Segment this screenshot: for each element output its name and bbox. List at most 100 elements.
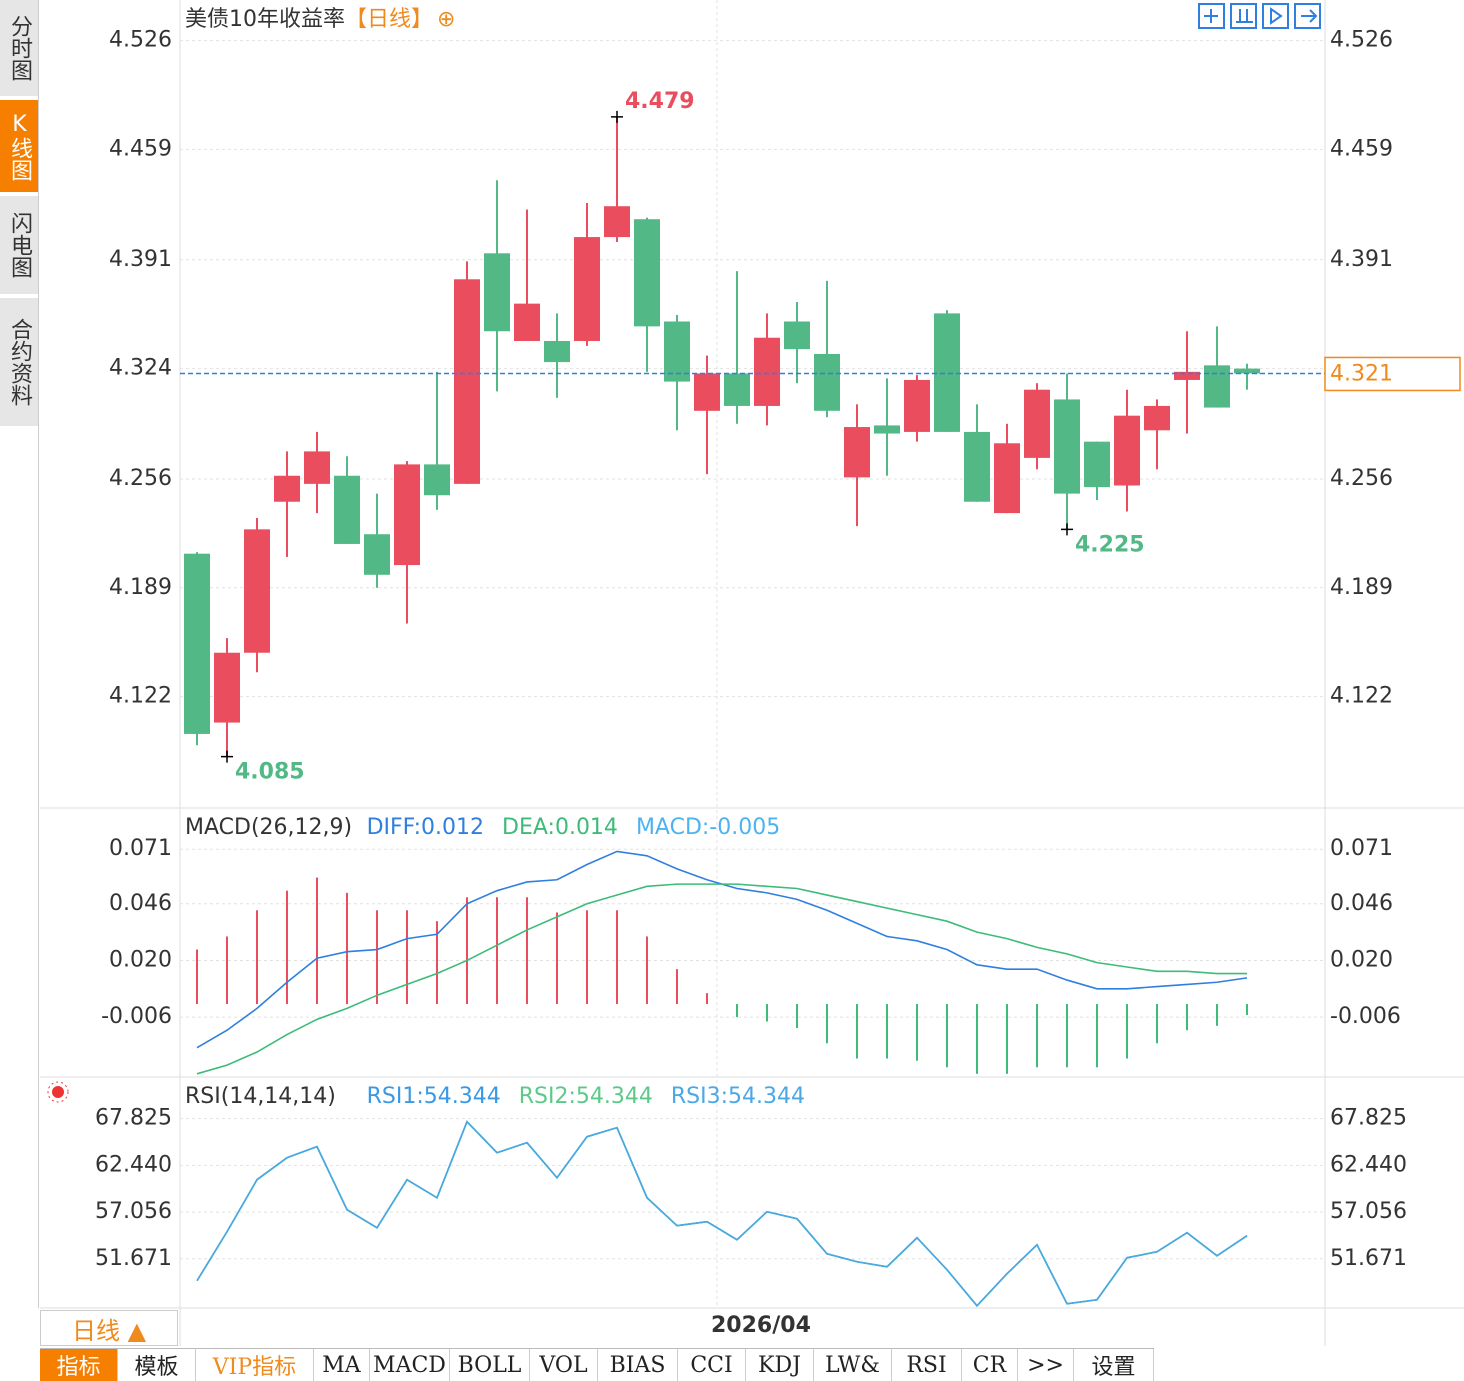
y-tick-label-right: 4.391 [1330,247,1393,272]
macd-title: MACD(26,12,9) [185,815,352,840]
candle-body [544,340,570,363]
candle-body [274,475,300,502]
sidebar-tab[interactable]: K线图 [0,100,38,194]
toolbar-tab[interactable]: RSI [892,1349,962,1381]
y-tick-label: 0.020 [109,947,172,972]
toolbar-tab[interactable]: >> [1018,1349,1074,1381]
chart-title: 美债10年收益率【日线】 ⊕ [185,7,455,32]
sidebar-tab[interactable]: 分时图 [0,0,38,98]
y-tick-label: 4.526 [109,28,172,53]
candle-body [364,534,390,575]
y-tick-label-right: 4.459 [1330,136,1393,161]
candle-body [1114,415,1140,486]
series-line [196,883,1247,1075]
y-tick-label-right: 4.122 [1330,684,1393,709]
y-tick-label: 4.391 [109,247,172,272]
series-line [196,850,1248,1049]
candle-body [844,427,870,478]
y-tick-label-right: 4.256 [1330,466,1393,491]
candle-body [1024,389,1050,458]
toolbar-tab[interactable]: 指标 [40,1349,118,1381]
title: 美债10年收益率 [185,7,345,32]
candle-body [664,321,690,382]
candle-body [214,652,240,723]
period-label: 【日线】 [345,7,433,32]
sidebar-tab[interactable]: 闪电图 [0,196,38,296]
toolbar-tab[interactable]: 设置 [1074,1349,1154,1381]
toolbar-tab[interactable]: KDJ [746,1349,814,1381]
candle-body [424,464,450,496]
toolbar-tab[interactable]: CR [962,1349,1018,1381]
settings-icon[interactable] [47,1081,69,1103]
toolbar-tab[interactable]: 模板 [118,1349,196,1381]
y-tick-label: 0.071 [109,836,172,861]
candle-body [904,379,930,432]
candle-body [1084,441,1110,488]
toolbar-tab[interactable]: VIP指标 [196,1349,314,1381]
extreme-label: 4.225 [1075,532,1145,557]
y-tick-label-right: 0.071 [1330,836,1393,861]
toolbar-tab[interactable]: LW& [814,1349,892,1381]
chart: 美债10年收益率【日线】 ⊕ MACD(26,12,9) RSI(14,14,14… [40,0,1464,1346]
y-tick-label-right: 51.671 [1330,1246,1407,1271]
candle-body [694,373,720,411]
candle-body [964,431,990,502]
y-tick-label: 4.256 [109,466,172,491]
candle-body [574,237,600,341]
candle-body [724,373,750,406]
y-tick-label: 4.189 [109,575,172,600]
extreme-label: 4.085 [235,760,305,785]
y-tick-label-right: 4.526 [1330,28,1393,53]
y-tick-label-right: 67.825 [1330,1106,1407,1131]
candle-body [244,529,270,653]
candle-body [1234,368,1260,374]
candle-body [1144,405,1170,431]
rsi-title: RSI(14,14,14) [185,1084,336,1109]
toolbar-tab[interactable]: BOLL [450,1349,530,1381]
toolbar-tab[interactable]: MACD [370,1349,450,1381]
candle-body [604,206,630,238]
toolbar-tab[interactable]: MA [314,1349,370,1381]
legend-entry: RSI2:54.344 [519,1084,653,1109]
y-tick-label: 0.046 [109,891,172,916]
y-tick-label: 62.440 [95,1152,172,1177]
legend-entry: RSI3:54.344 [671,1084,805,1109]
y-tick-label-right: 0.046 [1330,891,1393,916]
legend-entry: DIFF:0.012 [367,815,484,840]
y-tick-label: 4.122 [109,684,172,709]
add-icon[interactable]: ⊕ [437,7,455,32]
candle-body [484,253,510,332]
y-tick-label-right: 57.056 [1330,1199,1407,1224]
indicator-toolbar: 指标 模板 VIP指标 MA MACD BOLL VOL BIAS CCI KDJ LW& RSI CR… [40,1348,1154,1381]
candle-body [454,279,480,484]
candle-body [994,443,1020,514]
toolbar-tab[interactable]: CCI [678,1349,746,1381]
candle-body [814,353,840,411]
sidebar: 分时图 K线图 闪电图 合约资料 [0,0,39,1308]
toolbar-tab[interactable]: VOL [530,1349,598,1381]
y-tick-label-right: 4.189 [1330,575,1393,600]
y-tick-label: 67.825 [95,1106,172,1131]
series-line [196,1120,1248,1307]
candle-body [934,313,960,432]
last-price-label: 4.321 [1330,361,1393,386]
y-tick-label: 4.459 [109,136,172,161]
y-tick-label-right: 0.020 [1330,947,1393,972]
candle-body [184,553,210,734]
y-tick-label: 51.671 [95,1246,172,1271]
candle-body [1054,399,1080,494]
candle-body [334,475,360,544]
candle-body [634,219,660,327]
extreme-marker [611,110,623,123]
candle-body [394,464,420,566]
extreme-marker [221,750,233,763]
sidebar-tab[interactable]: 合约资料 [0,298,38,428]
y-tick-label: -0.006 [101,1004,172,1029]
y-tick-label: 57.056 [95,1199,172,1224]
y-tick-label-right: -0.006 [1330,1004,1401,1029]
period-button[interactable]: 日线 ▲ [40,1310,178,1346]
toolbar-icons[interactable] [1198,3,1321,29]
candle-body [754,337,780,406]
toolbar-tab[interactable]: BIAS [598,1349,678,1381]
extreme-label: 4.479 [625,89,695,114]
